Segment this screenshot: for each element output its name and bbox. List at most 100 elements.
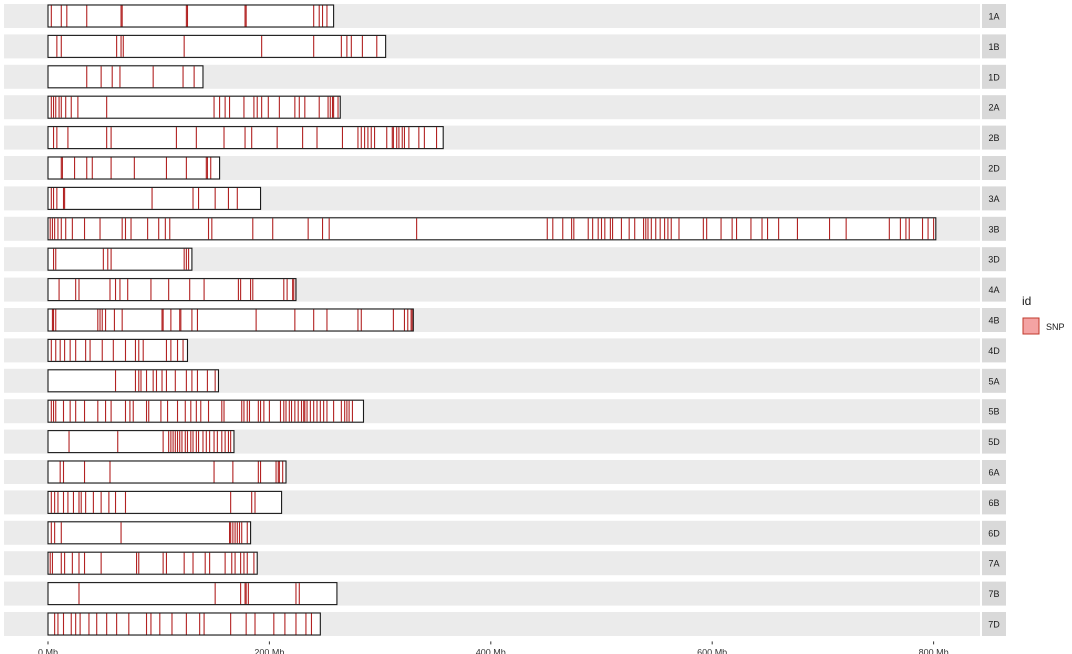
chromosome-body — [48, 217, 936, 240]
facet-strip — [982, 490, 1006, 515]
facet-strip — [982, 247, 1006, 272]
chromosome-row-6a: 6A — [4, 460, 1006, 484]
chromosome-outline — [47, 551, 258, 575]
chromosome-body — [48, 613, 321, 635]
facet-label: 1D — [988, 72, 1000, 82]
chromosome-outline — [47, 95, 341, 119]
facet-strip — [982, 4, 1006, 28]
legend-label-snp: SNP — [1046, 322, 1065, 332]
chromosome-outline — [47, 460, 287, 484]
chromosome-row-1a: 1A — [4, 4, 1006, 28]
facet-strip — [982, 338, 1006, 363]
facet-strip — [982, 368, 1006, 393]
facet-strip — [982, 612, 1006, 636]
chromosome-outline — [47, 4, 335, 28]
facet-label: 2D — [988, 164, 1000, 174]
chromosome-body — [48, 96, 341, 119]
chromosome-outline — [47, 338, 189, 362]
facet-strip — [982, 95, 1006, 120]
facet-label: 3B — [988, 224, 999, 234]
chromosome-body — [48, 5, 334, 27]
facet-label: 2A — [988, 103, 999, 113]
chromosome-body — [48, 65, 203, 88]
facet-label: 7A — [988, 559, 999, 569]
chromosome-row-7d: 7D — [4, 612, 1006, 636]
chromosome-row-3d: 3D — [4, 247, 1006, 272]
chromosome-outline — [47, 490, 283, 514]
chromosome-row-7a: 7A — [4, 551, 1006, 576]
chromosome-outline — [47, 156, 221, 180]
chromosome-row-5b: 5B — [4, 399, 1006, 424]
chromosome-body — [48, 309, 414, 331]
chromosome-row-7b: 7B — [4, 581, 1006, 606]
facet-label: 5B — [988, 407, 999, 417]
chromosome-row-1d: 1D — [4, 64, 1006, 89]
chromosome-row-5a: 5A — [4, 368, 1006, 393]
x-tick-label: 200 Mb — [254, 647, 284, 654]
chromosome-row-3b: 3B — [4, 216, 1006, 241]
chromosome-outline — [47, 399, 365, 423]
x-axis: 0 Mb 200 Mb 400 Mb 600 Mb 800 Mb — [38, 641, 949, 654]
chromosome-body — [48, 187, 261, 210]
facet-label: 3A — [988, 194, 999, 204]
facet-label: 5D — [988, 437, 1000, 447]
facet-strip — [982, 308, 1006, 332]
facet-strip — [982, 277, 1006, 302]
facet-label: 6B — [988, 498, 999, 508]
chromosome-body — [48, 461, 287, 483]
chromosome-body — [48, 400, 364, 423]
x-tick-label: 600 Mb — [697, 647, 727, 654]
chromosome-body — [48, 582, 337, 605]
chromosome-row-4d: 4D — [4, 338, 1006, 363]
chromosome-row-2a: 2A — [4, 95, 1006, 120]
legend: id SNP — [1022, 294, 1065, 335]
chromosome-outline — [47, 612, 321, 636]
chromosome-outline — [47, 65, 204, 89]
facet-label: 6A — [988, 468, 999, 478]
facet-strip — [982, 429, 1006, 454]
x-tick-label: 0 Mb — [38, 647, 58, 654]
chromosome-body — [48, 126, 444, 149]
chromosome-outline — [47, 34, 387, 58]
chromosome-panels: 1A 1B 1D 2A 2B 2D 3A 3B 3D 4A 4B 4D 5A 5B 5D 6A 6B 6D 7A 7B… — [4, 4, 1006, 636]
facet-strip — [982, 186, 1006, 211]
chromosome-outline — [47, 126, 444, 150]
facet-label: 4B — [988, 316, 999, 326]
facet-label: 7B — [988, 589, 999, 599]
legend-key-snp — [1022, 317, 1040, 335]
chromosome-outline — [47, 430, 235, 454]
legend-title: id — [1022, 294, 1031, 308]
facet-strip — [982, 460, 1006, 484]
chromosome-outline — [47, 217, 937, 241]
facet-strip — [982, 399, 1006, 424]
chromosome-body — [48, 278, 296, 301]
facet-label: 4D — [988, 346, 1000, 356]
facet-strip — [982, 581, 1006, 606]
chromosome-body — [48, 35, 386, 58]
chromosome-outline — [47, 308, 414, 332]
chromosome-row-6d: 6D — [4, 520, 1006, 545]
facet-strip — [982, 551, 1006, 576]
chromosome-row-2b: 2B — [4, 125, 1006, 150]
facet-label: 6D — [988, 528, 1000, 538]
facet-label: 4A — [988, 285, 999, 295]
chromosome-outline — [47, 278, 297, 302]
x-tick-label: 800 Mb — [919, 647, 949, 654]
facet-strip — [982, 216, 1006, 241]
chromosome-body — [48, 157, 220, 179]
facet-label: 2B — [988, 133, 999, 143]
chromosome-row-2d: 2D — [4, 156, 1006, 180]
facet-label: 3D — [988, 255, 1000, 265]
chromosome-outline — [47, 582, 338, 606]
facet-label: 1B — [988, 42, 999, 52]
chromosome-row-4a: 4A — [4, 277, 1006, 302]
facet-strip — [982, 125, 1006, 150]
chromosome-outline — [47, 369, 220, 393]
chromosome-row-6b: 6B — [4, 490, 1006, 515]
chromosome-body — [48, 369, 219, 392]
chromosome-row-1b: 1B — [4, 34, 1006, 59]
facet-strip — [982, 64, 1006, 89]
facet-label: 5A — [988, 376, 999, 386]
facet-strip — [982, 520, 1006, 545]
